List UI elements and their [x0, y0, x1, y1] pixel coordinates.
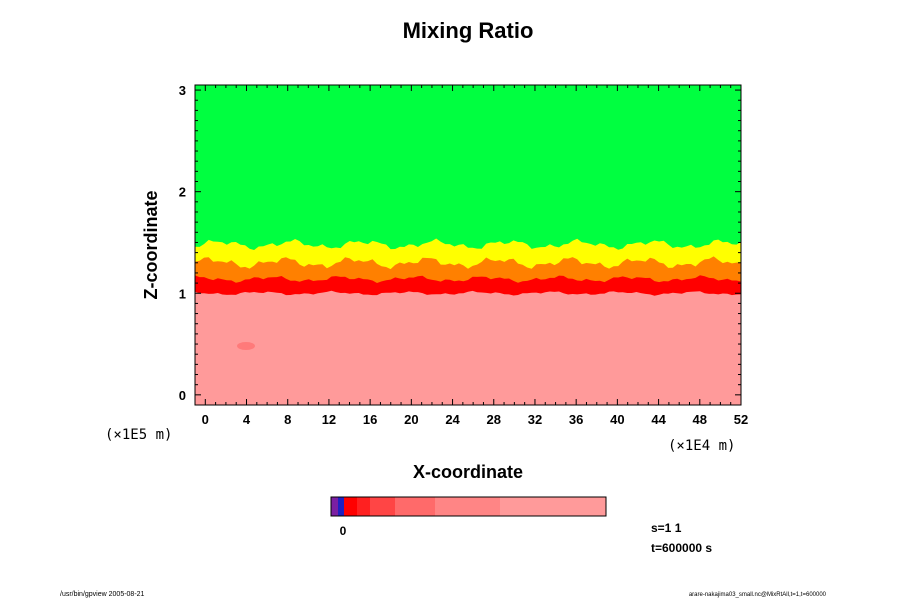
x-tick-label: 40: [610, 412, 624, 427]
y-axis: 0 1 2 3: [179, 83, 741, 406]
colorbar-frame: [330, 496, 607, 517]
x-tick-label: 52: [734, 412, 748, 427]
lower-blob: [237, 342, 255, 350]
colorbar: [331, 497, 607, 516]
x-tick-label: 20: [404, 412, 418, 427]
time-annotation: t=600000 s: [651, 541, 712, 555]
colorbar-swatch: [357, 497, 371, 516]
footer-right: arare-nakajima03_small.nc@MixRtAll,t=1,t…: [689, 592, 827, 598]
colorbar-swatch: [500, 497, 607, 516]
x-tick-label: 32: [528, 412, 542, 427]
colorbar-swatch: [338, 497, 345, 516]
x-tick-label: 24: [445, 412, 460, 427]
step-annotation: s=1 1: [651, 521, 682, 535]
x-tick-label: 0: [202, 412, 209, 427]
region-lower: [195, 290, 741, 405]
x-tick-label: 44: [651, 412, 666, 427]
chart-title: Mixing Ratio: [403, 18, 534, 43]
y-axis-label: Z-coordinate: [141, 190, 161, 299]
x-axis: 0 4 8 12 16 20 24 28 32 36 40 44 48 52: [194, 85, 748, 427]
footer-left: /usr/bin/gpview 2005-08-21: [60, 591, 145, 598]
colorbar-swatch: [331, 497, 339, 516]
x-axis-label: X-coordinate: [413, 462, 523, 482]
y-tick-label: 2: [179, 185, 186, 200]
x-tick-label: 8: [284, 412, 291, 427]
colorbar-swatch: [435, 497, 501, 516]
x-tick-label: 4: [243, 412, 251, 427]
colorbar-swatch: [370, 497, 396, 516]
plot-frame: [194, 84, 742, 406]
x-tick-label: 48: [693, 412, 707, 427]
colorbar-swatch: [351, 497, 358, 516]
y-tick-label: 0: [179, 388, 186, 403]
x-unit-label: (×1E4 m): [668, 438, 735, 454]
x-tick-label: 16: [363, 412, 377, 427]
x-tick-label: 12: [322, 412, 336, 427]
colorbar-tick-label: 0: [340, 524, 347, 538]
y-unit-label: (×1E5 m): [105, 427, 172, 443]
y-tick-label: 1: [179, 286, 186, 301]
x-tick-label: 28: [487, 412, 501, 427]
y-tick-label: 3: [179, 83, 186, 98]
x-tick-label: 36: [569, 412, 583, 427]
colorbar-swatch: [344, 497, 352, 516]
plot-area: [195, 85, 741, 405]
colorbar-swatch: [395, 497, 436, 516]
